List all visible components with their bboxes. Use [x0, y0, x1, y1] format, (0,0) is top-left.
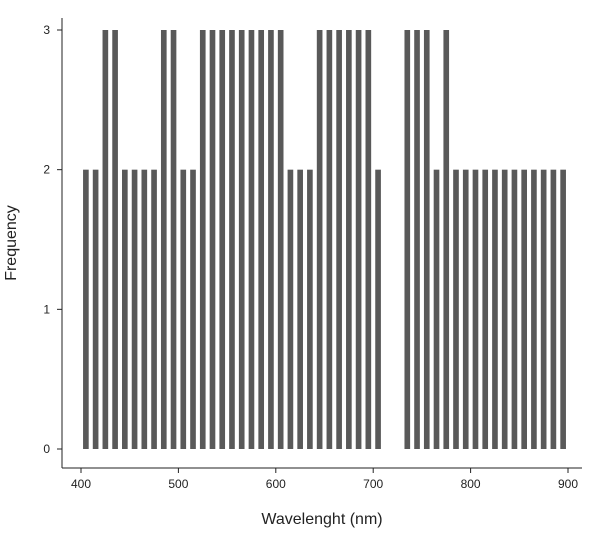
histogram-bar: [540, 169, 547, 450]
histogram-bar: [501, 169, 508, 450]
histogram-bar: [462, 169, 469, 450]
histogram-bar: [131, 169, 138, 450]
histogram-bar: [307, 169, 313, 450]
histogram-bar: [346, 30, 352, 449]
histogram-bar: [180, 169, 187, 450]
histogram-bar: [404, 30, 411, 449]
y-tick-label: 2: [43, 163, 50, 177]
histogram-bar: [472, 169, 479, 450]
histogram-bar: [414, 30, 420, 449]
histogram-bar: [277, 30, 284, 449]
histogram-bar: [92, 169, 99, 450]
histogram-bar: [248, 30, 255, 449]
histogram-bar: [316, 30, 323, 449]
y-axis-title: Frequency: [3, 205, 20, 281]
histogram-bar: [229, 30, 235, 449]
histogram-bar: [375, 169, 381, 450]
histogram-bar: [443, 30, 450, 449]
histogram-bar: [122, 169, 128, 450]
histogram-bar: [453, 169, 459, 450]
histogram-bar: [112, 30, 118, 449]
bars-group: [83, 30, 566, 450]
y-tick-label: 3: [43, 23, 50, 37]
histogram-bar: [268, 30, 274, 449]
histogram-bar: [287, 169, 294, 450]
histogram-bar: [170, 30, 177, 449]
x-tick-label: 600: [266, 477, 286, 491]
y-axis-ticks: 0 1 2 3: [43, 23, 62, 456]
x-axis-title: Wavelenght (nm): [261, 511, 382, 528]
histogram-bar: [531, 169, 537, 450]
histogram-bar: [151, 169, 157, 450]
y-tick-label: 0: [43, 442, 50, 456]
histogram-bar: [355, 30, 362, 449]
y-tick-label: 1: [43, 302, 50, 316]
histogram-bar: [219, 30, 226, 449]
histogram-bar: [365, 30, 372, 449]
histogram-bar: [209, 30, 216, 449]
x-tick-label: 800: [461, 477, 481, 491]
histogram-bar: [560, 169, 566, 450]
histogram-bar: [199, 30, 206, 449]
x-axis-ticks: 400 500 600 700 800 900: [71, 468, 578, 491]
histogram-bar: [423, 30, 430, 449]
x-tick-label: 900: [558, 477, 578, 491]
histogram-bar: [258, 30, 265, 449]
histogram-bar: [550, 169, 557, 450]
x-tick-label: 700: [363, 477, 383, 491]
histogram-bar: [492, 169, 498, 450]
histogram-bar: [482, 169, 489, 450]
histogram-bar: [141, 169, 148, 450]
histogram-bar: [238, 30, 245, 449]
histogram-bar: [511, 169, 518, 450]
histogram-bar: [336, 30, 342, 449]
x-tick-label: 400: [71, 477, 91, 491]
histogram-bar: [521, 169, 527, 450]
histogram-bar: [102, 30, 109, 449]
histogram-bar: [297, 169, 303, 450]
histogram-bar: [190, 169, 196, 450]
histogram-bar: [433, 169, 440, 450]
histogram-bar: [160, 30, 167, 449]
histogram-bar: [326, 30, 333, 449]
x-tick-label: 500: [168, 477, 188, 491]
histogram-bar: [83, 169, 89, 450]
